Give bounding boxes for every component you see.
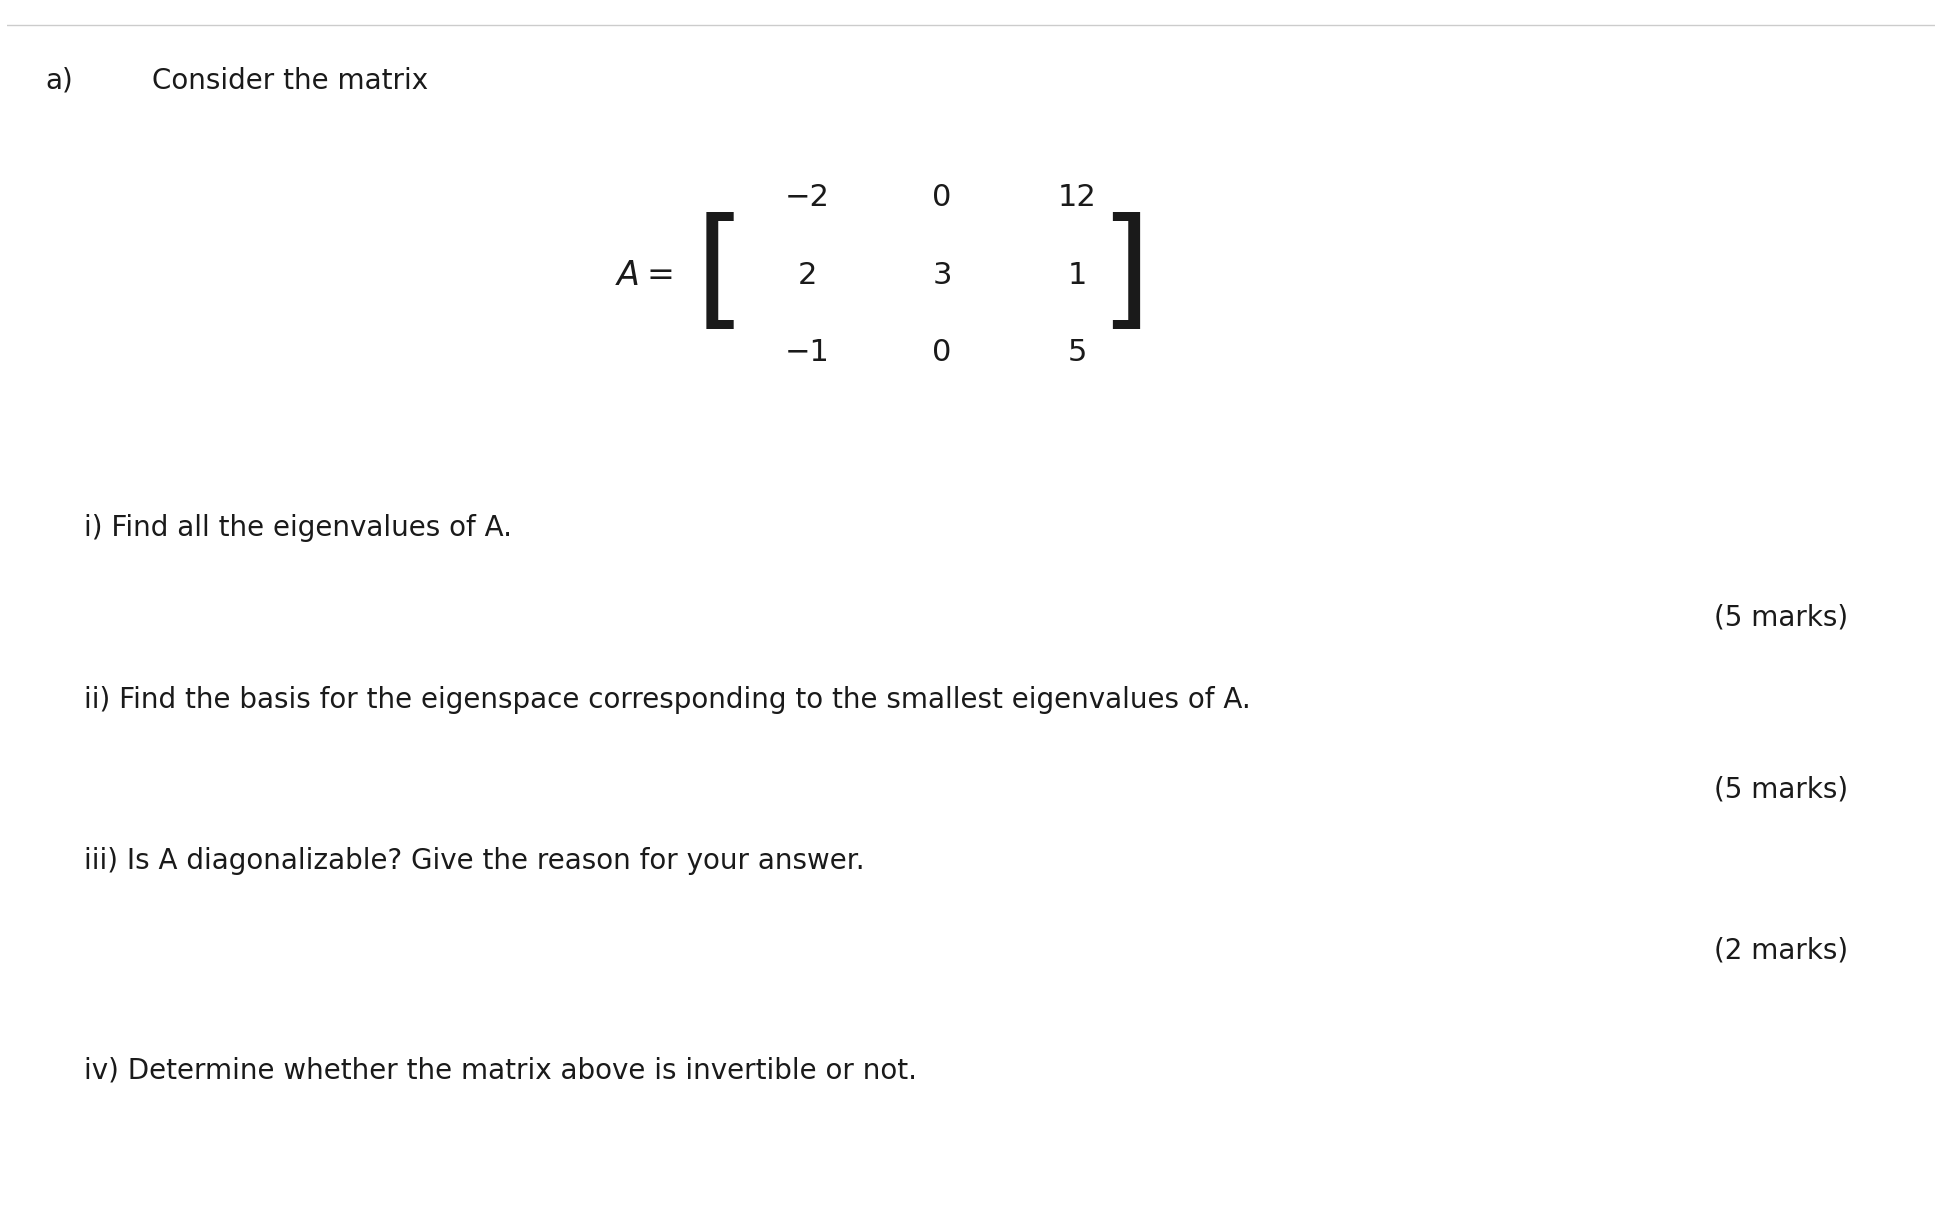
Text: i) Find all the eigenvalues of A.: i) Find all the eigenvalues of A. (84, 514, 513, 541)
Text: 5: 5 (1068, 338, 1088, 367)
Text: (5 marks): (5 marks) (1715, 775, 1849, 804)
Text: −1: −1 (785, 338, 829, 367)
Text: (2 marks): (2 marks) (1715, 937, 1849, 965)
Text: iii) Is A diagonalizable? Give the reason for your answer.: iii) Is A diagonalizable? Give the reaso… (84, 848, 864, 876)
Text: ii) Find the basis for the eigenspace corresponding to the smallest eigenvalues : ii) Find the basis for the eigenspace co… (84, 686, 1251, 714)
Text: Consider the matrix: Consider the matrix (151, 66, 427, 94)
Text: 0: 0 (932, 183, 952, 212)
Text: ]: ] (1099, 212, 1152, 339)
Text: 2: 2 (798, 260, 818, 289)
Text: $A =$: $A =$ (616, 258, 672, 292)
Text: 3: 3 (932, 260, 952, 289)
Text: (5 marks): (5 marks) (1715, 603, 1849, 631)
Text: 12: 12 (1058, 183, 1097, 212)
Text: [: [ (695, 212, 746, 339)
Text: a): a) (45, 66, 74, 94)
Text: 1: 1 (1068, 260, 1088, 289)
Text: −2: −2 (785, 183, 829, 212)
Text: iv) Determine whether the matrix above is invertible or not.: iv) Determine whether the matrix above i… (84, 1056, 917, 1084)
Text: 0: 0 (932, 338, 952, 367)
